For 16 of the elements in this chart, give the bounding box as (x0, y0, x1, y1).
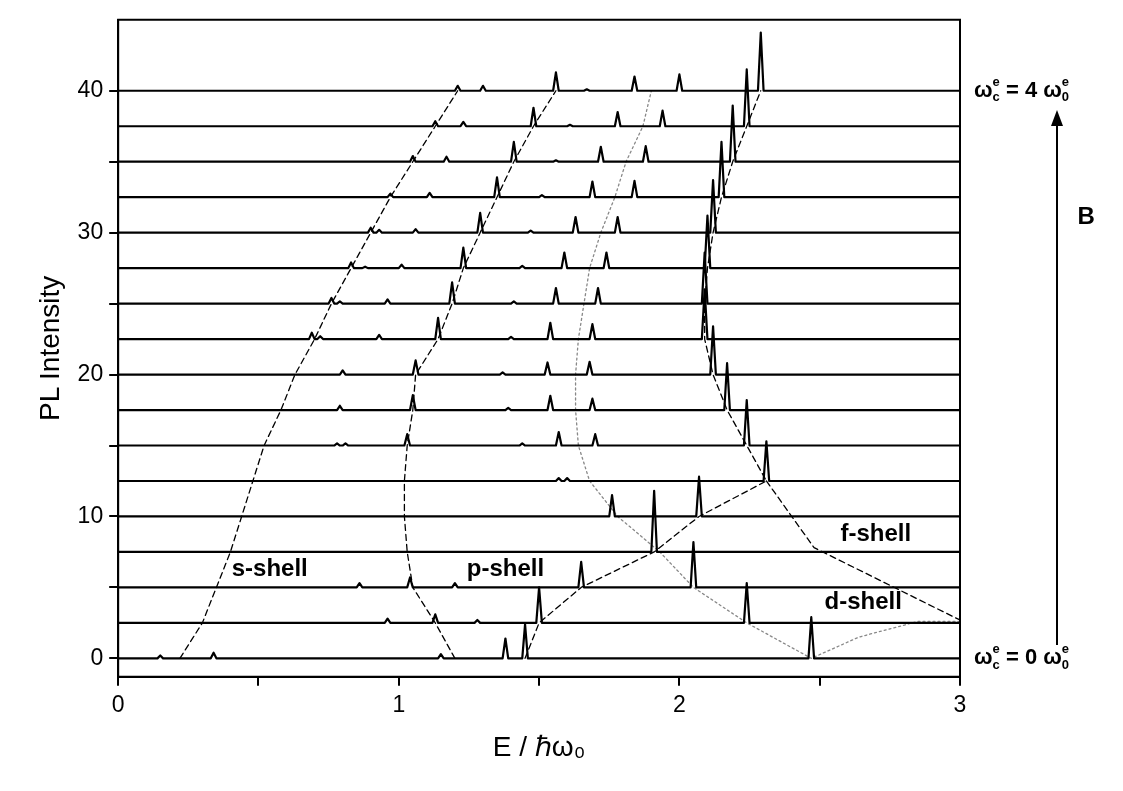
annotation: f-shell (840, 518, 912, 546)
y-tick-label: 30 (77, 217, 104, 244)
x-tick-label: 3 (953, 690, 967, 717)
x-axis-title: E / ℏω₀ (492, 730, 586, 762)
y-tick-label: 40 (77, 76, 104, 103)
y-tick-label: 20 (77, 359, 104, 386)
text: B (1077, 201, 1095, 229)
y-axis-title: PL Intensity (33, 275, 65, 421)
annotation: p-shell (466, 554, 545, 582)
x-tick-label: 1 (392, 690, 406, 717)
x-tick-label: 2 (673, 690, 686, 717)
annotation: d-shell (824, 586, 902, 614)
y-tick-label: 10 (77, 501, 104, 528)
annotation: s-shell (231, 554, 308, 582)
y-tick-label: 0 (90, 643, 104, 670)
x-tick-label: 0 (111, 690, 125, 717)
